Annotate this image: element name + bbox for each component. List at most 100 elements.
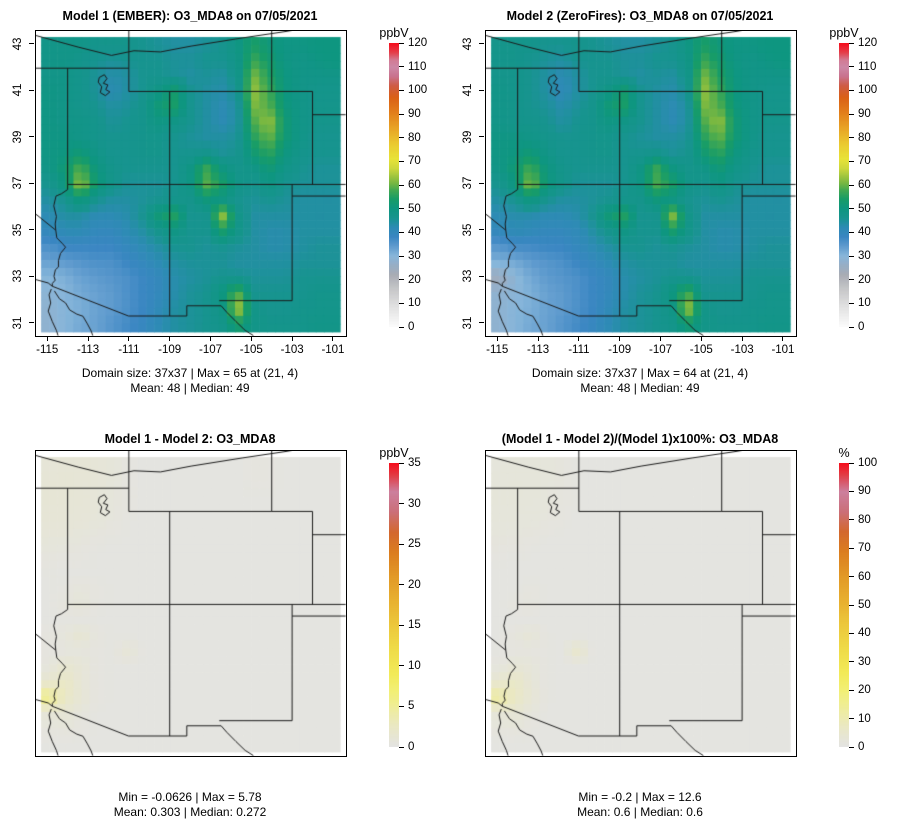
- colorbar-tick-label: 5: [408, 700, 415, 713]
- colorbar-canvas: [839, 463, 849, 747]
- colorbar-tick-label: 25: [408, 538, 421, 551]
- colorbar-tick-mark: [399, 184, 404, 186]
- x-axis-tick-label: -103: [730, 344, 754, 356]
- map-plotbox-model1: [35, 30, 347, 337]
- x-axis-tick-label: -113: [76, 344, 100, 356]
- panel-model2: Model 2 (ZeroFires): O3_MDA8 on 07/05/20…: [450, 0, 900, 420]
- y-axis-tick-mark: [479, 229, 484, 231]
- colorbar-tick-label: 0: [858, 321, 865, 333]
- y-axis-tick-mark: [29, 89, 34, 91]
- colorbar-tick-mark: [849, 718, 854, 720]
- colorbar-tick-label: 70: [858, 155, 871, 168]
- colorbar-tick-label: 60: [408, 179, 421, 191]
- colorbar-tick-mark: [849, 89, 854, 91]
- colorbar-tick-mark: [849, 279, 854, 281]
- colorbar-tick-label: 20: [858, 684, 871, 697]
- y-axis-tick-mark: [29, 43, 34, 45]
- panel-title: Model 1 - Model 2: O3_MDA8: [104, 432, 276, 446]
- colorbar-tick-label: 90: [408, 108, 421, 120]
- heatmap-canvas-difference: [36, 451, 346, 756]
- colorbar-canvas: [839, 43, 849, 327]
- colorbar-tick-mark: [399, 231, 404, 233]
- x-axis-tick-mark: [210, 336, 211, 341]
- colorbar-tick-mark: [849, 547, 854, 549]
- y-axis-tick-label: 41: [462, 84, 474, 97]
- colorbar-tick-label: 35: [408, 457, 421, 469]
- x-axis-tick-mark: [741, 336, 743, 341]
- x-axis-tick-label: -111: [118, 344, 140, 356]
- y-axis-tick-label: 41: [12, 84, 24, 97]
- y-axis-tick-label: 35: [12, 223, 24, 237]
- x-axis-tick-label: -109: [158, 344, 182, 356]
- colorbar-tick-label: 10: [408, 297, 421, 310]
- colorbar-tick-mark: [399, 462, 404, 464]
- x-axis-tick-mark: [291, 336, 293, 341]
- colorbar-tick-mark: [849, 231, 854, 233]
- colorbar-tick-mark: [849, 326, 854, 328]
- colorbar-tick-mark: [399, 160, 404, 162]
- stats-line1: Domain size: 37x37 | Max = 65 at (21, 4): [81, 366, 299, 380]
- x-axis-tick-mark: [619, 336, 621, 341]
- colorbar-unit-label: ppbV: [829, 26, 859, 40]
- y-axis-tick-mark: [29, 322, 34, 324]
- panel-title: (Model 1 - Model 2)/(Model 1)x100%: O3_M…: [501, 432, 779, 446]
- colorbar-tick-label: 120: [858, 37, 878, 49]
- colorbar-tick-mark: [849, 519, 854, 521]
- y-axis-tick-label: 39: [12, 130, 24, 144]
- colorbar-tick-mark: [849, 746, 854, 748]
- stats-line2: Mean: 0.303 | Median: 0.272: [113, 805, 267, 819]
- x-axis-tick-mark: [578, 336, 580, 341]
- colorbar-tick-label: 20: [858, 273, 871, 286]
- y-axis-tick-mark: [479, 136, 484, 138]
- y-axis-tick-label: 31: [12, 316, 24, 330]
- colorbar-tick-mark: [399, 746, 404, 748]
- colorbar-tick-mark: [399, 89, 404, 91]
- x-axis-tick-mark: [496, 336, 498, 341]
- colorbar-tick-label: 70: [858, 542, 871, 555]
- panel-title: Model 2 (ZeroFires): O3_MDA8 on 07/05/20…: [506, 9, 774, 23]
- colorbar-tick-label: 20: [408, 273, 421, 286]
- colorbar-tick-label: 50: [858, 599, 871, 611]
- x-axis-tick-mark: [700, 336, 702, 341]
- x-axis-tick-label: -107: [198, 344, 223, 356]
- y-axis-tick-mark: [479, 89, 484, 91]
- colorbar-tick-mark: [399, 66, 404, 68]
- stats-line1: Min = -0.2 | Max = 12.6: [578, 790, 702, 804]
- y-axis-tick-mark: [479, 275, 484, 277]
- colorbar-tick-label: 100: [858, 457, 878, 469]
- colorbar-tick-label: 100: [408, 84, 428, 97]
- colorbar-tick-label: 30: [408, 250, 421, 262]
- stats-line2: Mean: 48 | Median: 49: [130, 381, 250, 395]
- map-plotbox-difference: [35, 450, 347, 757]
- map-plotbox-model2: [485, 30, 797, 337]
- x-axis-tick-label: -115: [36, 344, 59, 356]
- colorbar-tick-label: 60: [858, 179, 871, 191]
- y-axis-tick-label: 35: [462, 223, 474, 237]
- colorbar-tick-mark: [849, 137, 854, 139]
- colorbar-tick-mark: [399, 665, 404, 667]
- y-axis-tick-label: 33: [462, 270, 474, 283]
- colorbar-tick-label: 100: [858, 84, 878, 97]
- colorbar-tick-label: 15: [408, 619, 421, 632]
- colorbar-tick-mark: [849, 255, 854, 257]
- x-axis-tick-label: -101: [771, 344, 795, 356]
- stats-line1: Domain size: 37x37 | Max = 64 at (21, 4): [531, 366, 749, 380]
- stats-text: Min = -0.0626 | Max = 5.78 Mean: 0.303 |…: [114, 790, 267, 820]
- colorbar-tick-mark: [399, 279, 404, 281]
- y-axis-tick-label: 37: [12, 177, 24, 190]
- map-plotbox-percent-difference: [485, 450, 797, 757]
- y-axis-tick-label: 31: [462, 316, 474, 330]
- heatmap-canvas-model1: [36, 31, 346, 336]
- colorbar-tick-mark: [849, 302, 854, 304]
- colorbar-tick-label: 50: [858, 202, 871, 215]
- colorbar-tick-label: 0: [408, 321, 415, 333]
- colorbar-tick-label: 0: [408, 741, 415, 753]
- colorbar-tick-mark: [399, 326, 404, 328]
- x-axis-tick-label: -111: [568, 344, 590, 356]
- colorbar-tick-label: 10: [858, 297, 871, 310]
- y-axis-tick-label: 43: [12, 37, 24, 51]
- y-axis-tick-mark: [29, 275, 34, 277]
- panel-title: Model 1 (EMBER): O3_MDA8 on 07/05/2021: [62, 9, 318, 23]
- colorbar-tick-label: 10: [408, 659, 421, 672]
